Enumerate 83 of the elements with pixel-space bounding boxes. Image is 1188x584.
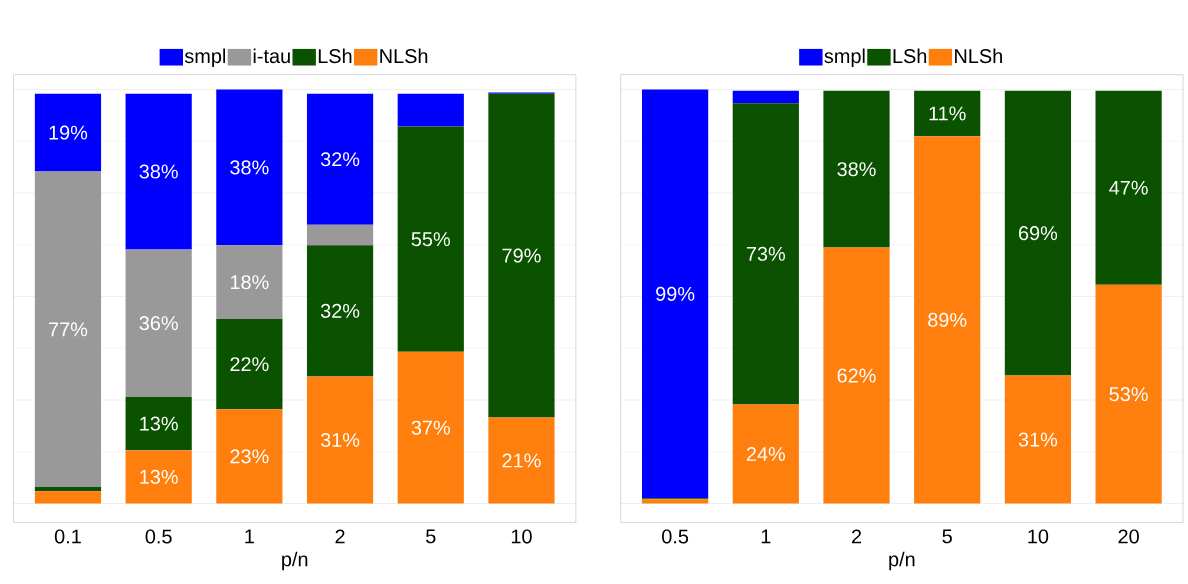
x-axis-title: p/n <box>889 551 915 571</box>
x-tick-label: 5 <box>942 529 952 544</box>
legend-label: smpl <box>184 48 226 67</box>
legend-label: smpl <box>824 48 865 67</box>
bar <box>125 249 192 397</box>
bar <box>216 89 283 246</box>
bar <box>125 450 192 504</box>
data-label: 99% <box>656 286 695 301</box>
x-tick-label: 20 <box>1118 529 1139 544</box>
data-label: 79% <box>502 248 541 263</box>
x-tick-label: 0.5 <box>662 529 689 544</box>
bar <box>397 351 464 504</box>
bar <box>823 247 890 504</box>
bar <box>1095 90 1162 285</box>
legend-label: NLSh <box>955 48 1002 63</box>
data-label: 31% <box>320 432 360 447</box>
data-label: 55% <box>411 232 450 247</box>
bar <box>1095 284 1162 504</box>
bar <box>1004 90 1072 376</box>
data-label: 77% <box>49 322 88 337</box>
data-label: 73% <box>746 246 785 261</box>
legend-label: i-tau <box>253 48 290 63</box>
bar <box>642 89 709 499</box>
data-label: 69% <box>1019 226 1058 241</box>
data-label: 38% <box>139 164 178 179</box>
data-label: 38% <box>837 162 876 177</box>
data-label: 13% <box>140 416 178 431</box>
bar <box>34 171 102 487</box>
data-label: 24% <box>746 446 785 461</box>
bar <box>216 318 283 410</box>
data-label: 21% <box>502 453 541 468</box>
data-label: 47% <box>1109 180 1148 195</box>
bar <box>306 93 374 225</box>
legend-label: LSh <box>318 48 352 63</box>
bar <box>642 499 709 504</box>
x-tick-label: 0.1 <box>54 529 81 544</box>
bar <box>732 103 799 405</box>
bar <box>34 486 102 492</box>
bar <box>34 93 102 172</box>
bar <box>823 90 890 248</box>
bar <box>216 245 283 319</box>
data-label: 18% <box>230 275 269 290</box>
data-label: 37% <box>411 420 450 435</box>
bar <box>125 93 192 250</box>
bar <box>488 417 555 504</box>
bar <box>34 491 102 504</box>
bar <box>914 136 981 504</box>
data-label: 22% <box>230 357 269 372</box>
x-tick-label: 2 <box>335 529 345 544</box>
data-label: 36% <box>139 315 178 331</box>
x-tick-label: 0.5 <box>145 529 172 544</box>
x-tick-label: 10 <box>511 529 532 544</box>
x-tick-label: 5 <box>426 529 436 544</box>
data-label: 19% <box>49 125 88 140</box>
bar <box>216 409 283 504</box>
bar <box>914 90 981 137</box>
data-label: 31% <box>1018 432 1058 447</box>
data-label: 89% <box>928 312 967 327</box>
bar <box>125 396 192 451</box>
data-label: 38% <box>230 160 269 175</box>
data-label: 53% <box>1109 386 1148 402</box>
legend-label: NLSh <box>380 48 428 63</box>
bar <box>732 404 799 504</box>
bar <box>306 224 374 246</box>
data-label: 23% <box>230 449 269 464</box>
data-label: 32% <box>320 303 360 318</box>
legend-label: LSh <box>893 48 927 63</box>
bar <box>488 93 555 418</box>
x-tick-label: 10 <box>1028 529 1049 544</box>
bar <box>732 90 799 104</box>
x-tick-label: 2 <box>851 529 862 544</box>
x-axis-title: p/n <box>282 551 308 571</box>
data-label: 32% <box>320 152 360 167</box>
bar <box>397 93 464 127</box>
x-tick-label: 1 <box>245 529 254 544</box>
x-tick-label: 1 <box>761 529 771 544</box>
data-label: 62% <box>837 368 876 383</box>
data-label: 11% <box>929 106 966 121</box>
bar <box>1004 375 1072 504</box>
data-label: 13% <box>140 469 178 484</box>
bar <box>306 245 374 377</box>
bar <box>306 376 374 504</box>
bar <box>397 126 464 352</box>
